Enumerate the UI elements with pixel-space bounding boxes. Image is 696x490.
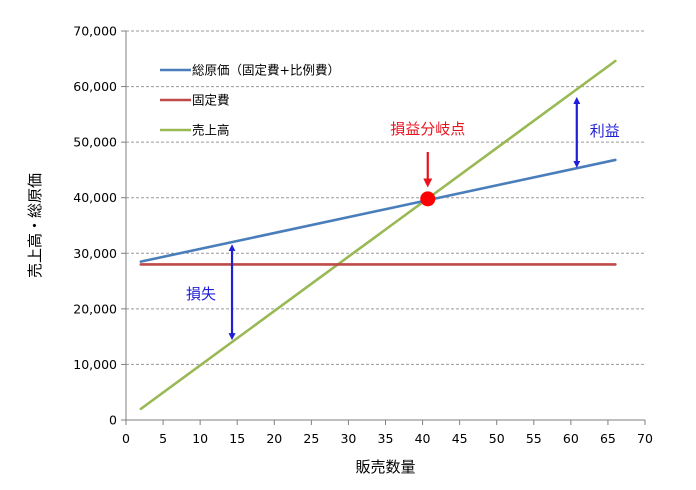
break-even-label: 損益分岐点: [390, 120, 465, 138]
y-tick-labels: 0 10,000 20,000 30,000 40,000 50,000 60,000 70,…: [73, 24, 117, 428]
y-axis-title: 売上高・総原価: [26, 173, 44, 278]
break-even-point: [420, 191, 436, 207]
axes: [125, 31, 645, 421]
legend-label-0: 総原価（固定費+比例費）: [192, 63, 340, 78]
x-tick-label-5: 25: [303, 431, 319, 446]
data-series: [139, 59, 617, 411]
x-tick-label-13: 65: [600, 431, 616, 446]
y-tick-label-4: 40,000: [73, 190, 117, 205]
loss-label: 損失: [186, 285, 216, 303]
x-tick-label-2: 10: [192, 431, 208, 446]
x-tick-label-8: 40: [415, 431, 431, 446]
y-tick-label-3: 30,000: [73, 246, 117, 261]
x-tick-label-12: 60: [563, 431, 579, 446]
x-tick-label-6: 30: [340, 431, 356, 446]
series-line-0: [139, 158, 617, 263]
x-tick-label-10: 50: [489, 431, 505, 446]
grid-lines: [121, 30, 646, 425]
legend-label-2: 売上高: [192, 123, 230, 138]
x-tick-label-0: 0: [122, 431, 130, 446]
x-tick-label-7: 35: [378, 431, 394, 446]
x-tick-label-14: 70: [637, 431, 653, 446]
y-tick-label-2: 20,000: [73, 301, 117, 316]
x-tick-label-4: 20: [266, 431, 282, 446]
x-axis-title: 販売数量: [355, 458, 415, 476]
y-tick-label-6: 60,000: [73, 79, 117, 94]
x-tick-label-11: 55: [526, 431, 542, 446]
x-tick-labels: 0 5 10 15 20 25 30 35 40 45 50 55 60 65 70: [122, 431, 653, 446]
annotation-arrows: [228, 96, 581, 341]
x-tick-label-9: 45: [452, 431, 468, 446]
y-tick-label-0: 0: [109, 413, 117, 428]
x-tick-label-3: 15: [229, 431, 245, 446]
y-tick-label-1: 10,000: [73, 357, 117, 372]
profit-label: 利益: [590, 122, 620, 140]
x-tick-label-1: 5: [159, 431, 167, 446]
series-line-2: [139, 59, 617, 411]
y-tick-label-5: 50,000: [73, 135, 117, 150]
legend-label-1: 固定費: [192, 93, 230, 108]
y-tick-label-7: 70,000: [73, 24, 117, 39]
